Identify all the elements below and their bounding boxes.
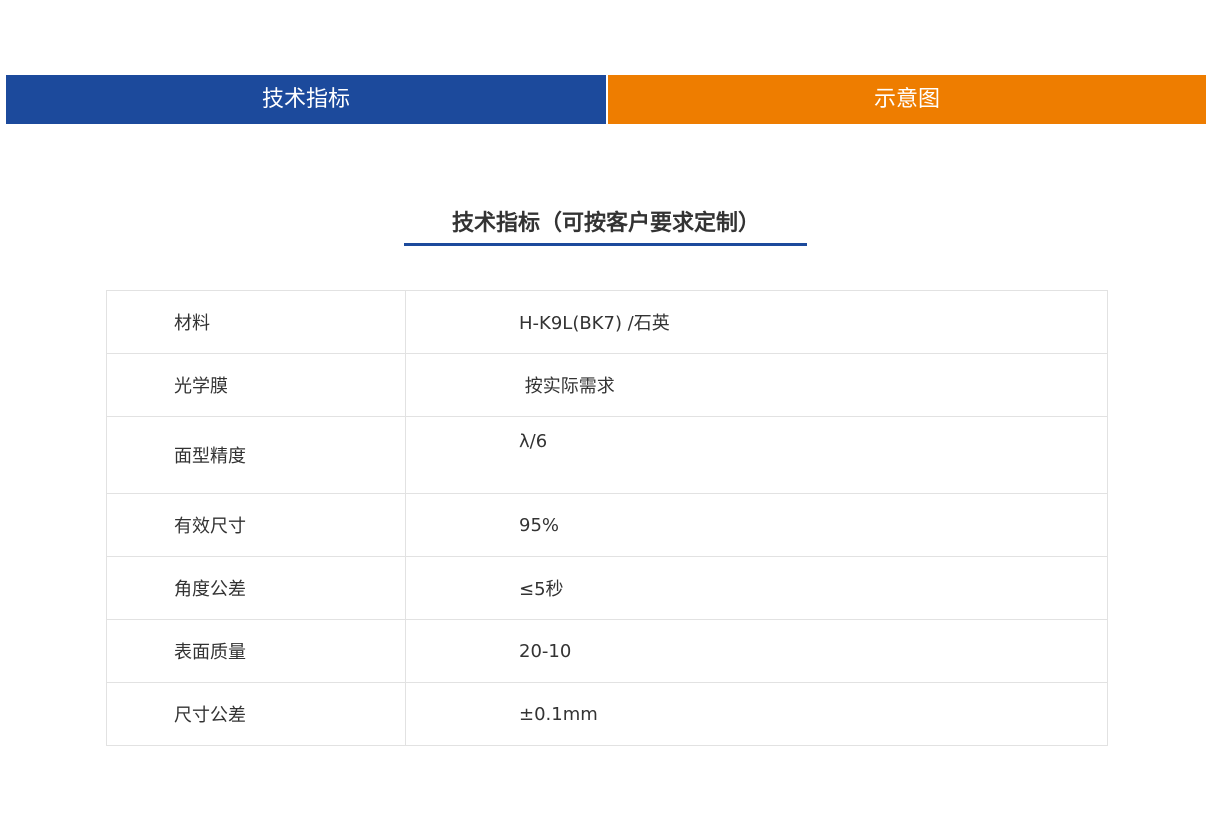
spec-label: 表面质量 (106, 619, 406, 683)
table-row: 光学膜 按实际需求 (106, 353, 1108, 417)
spec-value: 按实际需求 (405, 353, 1108, 417)
table-row: 有效尺寸 95% (106, 493, 1108, 557)
spec-label: 材料 (106, 290, 406, 354)
spec-label: 光学膜 (106, 353, 406, 417)
spec-value: λ/6 (405, 416, 1108, 494)
tab-diagram[interactable]: 示意图 (608, 75, 1206, 124)
spec-value: ≤5秒 (405, 556, 1108, 620)
table-row: 面型精度 λ/6 (106, 416, 1108, 494)
table-row: 尺寸公差 ±0.1mm (106, 682, 1108, 746)
table-row: 表面质量 20-10 (106, 619, 1108, 683)
spec-label: 有效尺寸 (106, 493, 406, 557)
spec-label: 面型精度 (106, 416, 406, 494)
spec-value: 95% (405, 493, 1108, 557)
spec-value: 20-10 (405, 619, 1108, 683)
spec-value: ±0.1mm (405, 682, 1108, 746)
table-row: 角度公差 ≤5秒 (106, 556, 1108, 620)
table-row: 材料 H-K9L(BK7) /石英 (106, 290, 1108, 354)
spec-label: 尺寸公差 (106, 682, 406, 746)
title-underline (404, 243, 807, 246)
specs-table: 材料 H-K9L(BK7) /石英 光学膜 按实际需求 面型精度 λ/6 有效尺寸 9… (106, 290, 1108, 746)
spec-label: 角度公差 (106, 556, 406, 620)
spec-value: H-K9L(BK7) /石英 (405, 290, 1108, 354)
tab-technical-specs[interactable]: 技术指标 (6, 75, 606, 124)
section-title: 技术指标（可按客户要求定制） (451, 211, 760, 236)
